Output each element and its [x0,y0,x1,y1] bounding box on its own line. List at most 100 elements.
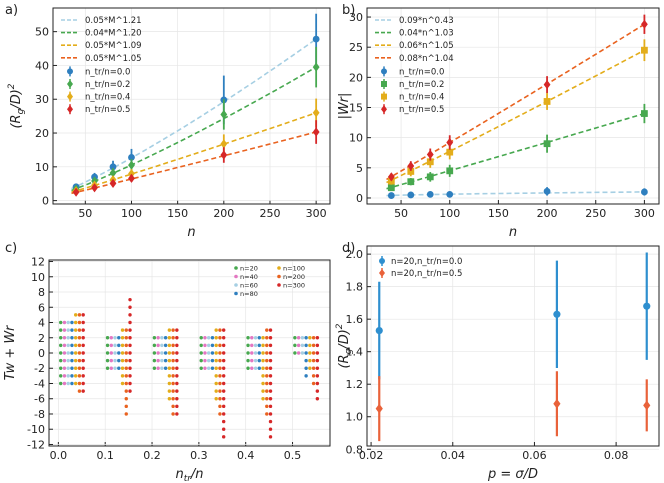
scatter-dot [221,389,226,393]
scatter-dot [203,336,207,340]
axis-label-part: n [175,467,183,482]
x-tick-label: 0.0 [50,449,68,462]
scatter-dot [156,351,160,355]
scatter-dot [250,366,254,370]
fit-line [71,131,317,195]
scatter-dot [77,381,82,386]
scatter-dot [210,343,215,348]
scatter-dot [175,412,179,416]
scatter-dot [257,351,261,355]
panel-c: 0.0 0.1 0.2 0.3 0.4 0.5 -12 -10 -8 -6 -4 -2 0 2 4 6 8 10 1… [3,241,331,483]
panel-label: a) [5,3,18,18]
scatter-dot [124,328,128,332]
panel-b: 50 100 150 200 250 300 0 5 10 15 20 25 30b) n |Wr| 0.09… [337,3,660,240]
scatter-dot [62,328,67,332]
scatter-dot [124,374,128,378]
scatter-dot [62,366,67,370]
scatter-dot [152,358,157,363]
scatter-dot [265,343,269,348]
scatter-dot [311,366,316,370]
scatter-dot [117,343,121,348]
scatter-dot [163,366,168,370]
scatter-dot [261,397,265,401]
scatter-dot [70,381,74,386]
scatter-dot [160,366,164,370]
scatter-dot [59,374,63,378]
y-tick-label: -8 [34,408,45,421]
scatter-dot [221,427,226,431]
axis-label-part: 2 [7,83,17,89]
scatter-dot [304,358,308,363]
scatter-dot [261,374,265,378]
scatter-dot [175,397,179,401]
fit-line [386,191,645,197]
scatter-dot [268,366,273,370]
y-tick-label: 0 [38,347,45,360]
scatter-dot [81,366,85,370]
scatter-dot [253,343,258,348]
axis-label: (Rg/D)2 [7,83,26,128]
scatter-dot [66,374,70,378]
scatter-dot [59,366,63,370]
scatter-dot [268,389,273,393]
scatter-dot [199,351,203,355]
scatter-dot [265,374,269,378]
axis-label: n [509,225,517,240]
data-point [220,150,228,160]
scatter-dot [113,336,117,340]
data-point [553,310,561,318]
scatter-dot [62,320,67,325]
y-tick-label: 10 [349,132,363,145]
scatter-dot [253,366,258,370]
scatter-dot [257,358,261,363]
scatter-dot [128,374,132,378]
data-point [407,161,415,171]
legend-marker [67,92,73,101]
scatter-dot [66,351,70,355]
scatter-dot [167,358,172,363]
scatter-dot [167,366,172,370]
scatter-dot [171,404,175,409]
scatter-dot [221,366,226,370]
scatter-dot [268,351,273,355]
data-point [407,168,415,175]
scatter-dot [315,343,320,348]
scatter-dot [175,336,179,340]
axis-label-part: 2 [335,323,345,329]
scatter-dot [124,389,128,393]
plot-frame [52,7,331,205]
data-point [553,398,561,409]
y-tick-label: -2 [34,362,45,375]
data-point [109,163,117,171]
legend-label: n=100 [283,264,305,272]
legend-label: n=80 [240,290,258,298]
y-tick-label: -10 [27,423,45,436]
legend-label: n_tr/n=0.2 [399,80,444,90]
fit-line [71,112,317,193]
scatter-dot [308,351,312,355]
scatter-dot [214,351,218,355]
plot-frame [366,245,660,447]
scatter-dot [77,313,82,317]
fit-line [386,49,645,184]
scatter-dot [261,343,265,348]
scatter-dot [81,313,85,317]
scatter-dot [221,374,226,378]
scatter-dot [109,366,113,370]
scatter-dot [175,381,179,386]
scatter-dot [77,366,82,370]
scatter-dot [311,343,316,348]
x-tick-label: 250 [259,207,280,220]
scatter-dot [77,320,82,325]
scatter-dot [253,358,258,363]
y-tick-label: 30 [349,11,363,24]
scatter-dot [124,381,128,386]
axis-label-part: (R [9,114,24,128]
data-point [426,190,434,198]
scatter-dot [77,343,82,348]
x-tick-label: 0.2 [143,449,161,462]
scatter-dot [304,343,308,348]
scatter-dot [265,358,269,363]
scatter-dot [62,358,67,363]
scatter-dot [73,343,78,348]
